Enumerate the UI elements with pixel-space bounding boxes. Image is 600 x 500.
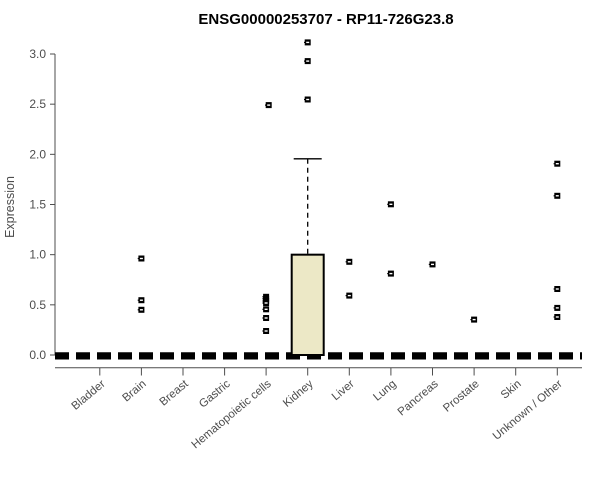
svg-text:2.5: 2.5 xyxy=(29,97,46,111)
svg-text:2.0: 2.0 xyxy=(29,147,46,161)
svg-text:1.0: 1.0 xyxy=(29,248,46,262)
svg-text:1.5: 1.5 xyxy=(29,198,46,212)
svg-text:3.0: 3.0 xyxy=(29,47,46,61)
svg-text:0.5: 0.5 xyxy=(29,298,46,312)
svg-text:0.0: 0.0 xyxy=(29,348,46,362)
